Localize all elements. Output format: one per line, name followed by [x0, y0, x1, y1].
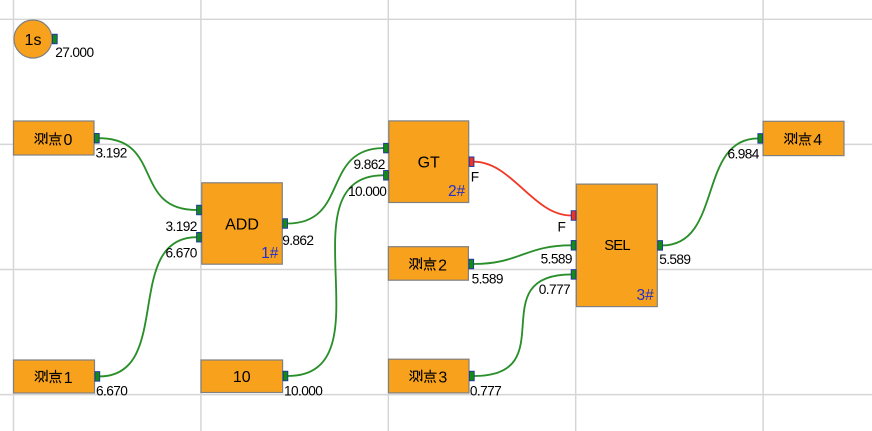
svg-text:1#: 1#: [261, 245, 279, 262]
svg-text:0: 0: [64, 132, 73, 149]
svg-text:3#: 3#: [637, 287, 655, 304]
svg-text:9.862: 9.862: [354, 157, 385, 172]
svg-text:27.000: 27.000: [55, 45, 94, 60]
svg-text:4: 4: [813, 132, 822, 149]
svg-text:10: 10: [233, 369, 251, 386]
svg-text:GT: GT: [418, 155, 440, 172]
svg-text:5.589: 5.589: [659, 252, 690, 267]
svg-text:ADD: ADD: [225, 216, 259, 233]
svg-text:3.192: 3.192: [166, 219, 197, 234]
svg-text:1: 1: [64, 370, 73, 387]
svg-text:2: 2: [438, 257, 447, 274]
svg-text:10.000: 10.000: [348, 184, 387, 199]
svg-text:6.670: 6.670: [96, 383, 128, 398]
svg-text:6.670: 6.670: [166, 246, 198, 261]
svg-text:0.777: 0.777: [470, 383, 501, 398]
svg-text:F: F: [471, 170, 479, 185]
svg-text:1s: 1s: [25, 32, 42, 49]
svg-text:9.862: 9.862: [282, 233, 313, 248]
svg-text:10.000: 10.000: [284, 383, 323, 398]
svg-text:2#: 2#: [448, 183, 466, 200]
svg-text:3: 3: [438, 370, 447, 387]
svg-text:3.192: 3.192: [96, 146, 127, 161]
svg-text:0.777: 0.777: [539, 282, 570, 297]
svg-text:5.589: 5.589: [541, 252, 572, 267]
svg-text:6.984: 6.984: [728, 147, 760, 162]
svg-text:5.589: 5.589: [472, 271, 503, 286]
svg-text:F: F: [558, 220, 566, 235]
svg-text:SEL: SEL: [604, 238, 630, 254]
